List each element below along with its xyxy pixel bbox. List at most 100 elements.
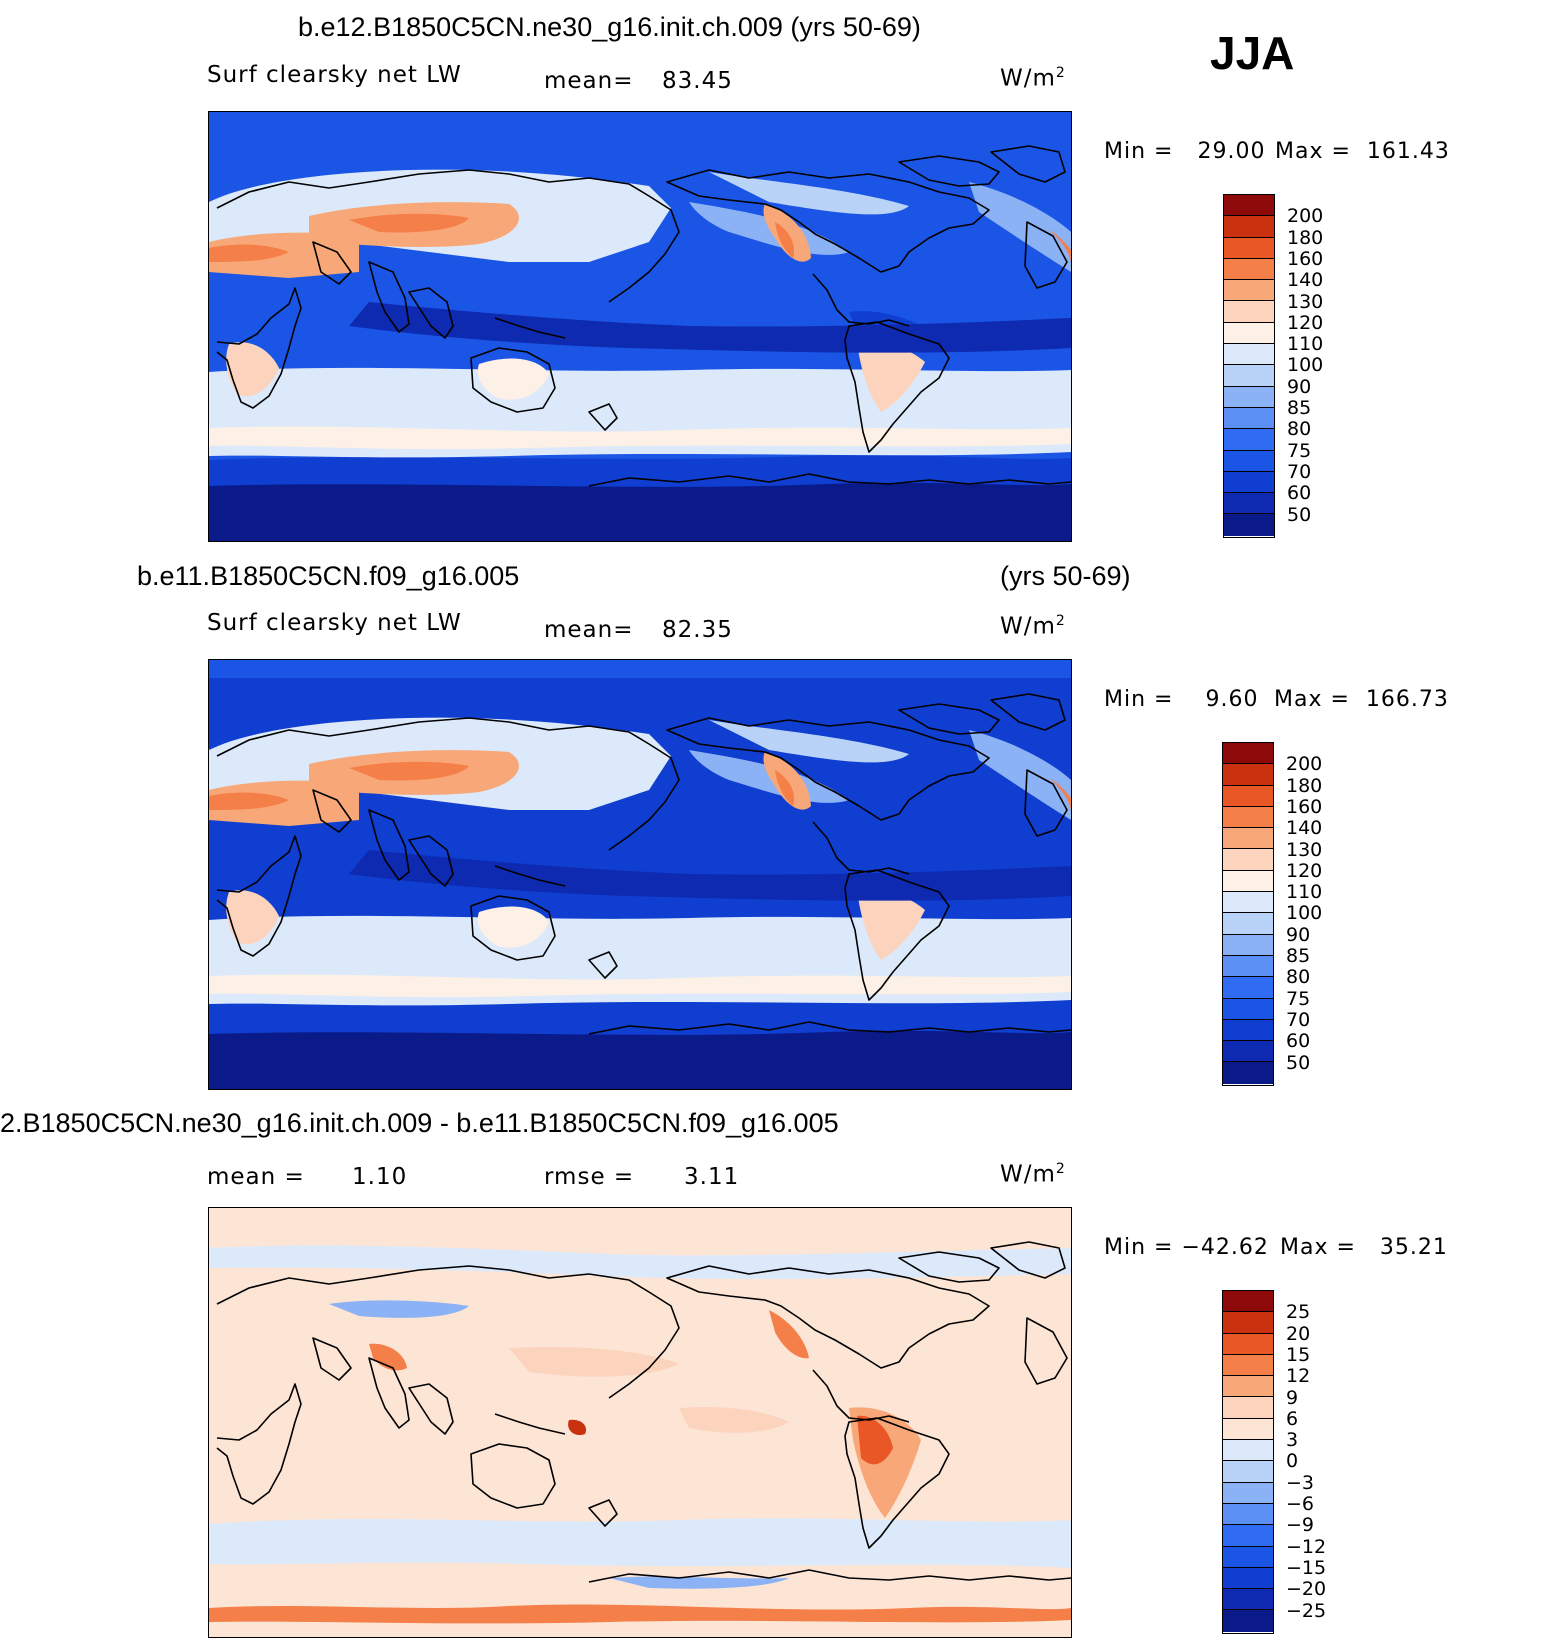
colorbar-tick-label: 6 [1286,1407,1299,1430]
andes-hot [857,1415,893,1465]
colorbar-swatch [1224,471,1274,494]
coastline [216,169,680,303]
iberia-hot [1049,230,1071,262]
panel2-min: Min = 9.60 [1104,687,1259,712]
colorbar-tick-label: 20 [1286,1322,1311,1345]
colorbar-tick-label: 70 [1287,460,1312,483]
coastline [494,865,566,887]
colorbar-swatch [1223,1312,1273,1334]
colorbar-swatch [1224,216,1274,238]
north-atlantic-pale [969,730,1071,820]
panel2-title-years: (yrs 50-69) [1000,561,1131,591]
coastline [898,1251,1000,1283]
pacific-warm-patch [509,1346,679,1377]
panel3-map [208,1207,1072,1638]
colorbar-swatch [1223,1418,1273,1441]
coastline [470,347,556,413]
panel3-units: W/m2 [1000,1161,1066,1188]
panel1-title: b.e12.B1850C5CN.ne30_g16.init.ch.009 (yr… [298,12,921,42]
colorbar-tick-label: 80 [1286,966,1311,989]
north-pacific-pale [709,172,909,215]
colorbar-tick-label: 90 [1286,923,1311,946]
tropical-deep [349,302,1071,353]
colorbar-swatch [1224,386,1274,408]
coastline [216,1265,680,1399]
colorbar-swatch [1223,1589,1273,1611]
colorbar-tick-label: 200 [1287,205,1324,228]
colorbar-swatch [1224,322,1274,345]
australia-warm [477,358,549,400]
colorbar-tick-label: 50 [1287,503,1312,526]
north-america-hot [769,1310,809,1359]
coastline [1024,221,1068,289]
coastline [1024,769,1068,837]
colorbar-tick-label: −6 [1286,1493,1315,1515]
coastline [588,1021,1071,1035]
colorbar-tick-label: −12 [1286,1535,1327,1558]
colorbar-tick-label: 75 [1287,439,1312,462]
arctic-band [209,112,1071,130]
coastline [812,273,910,327]
colorbar-tick-label: 80 [1287,418,1312,441]
coastline [470,1443,556,1509]
colorbar-swatch [1223,870,1273,893]
coastline [470,895,556,961]
coastline [312,241,352,285]
coastline [312,1337,352,1381]
coastline [990,693,1066,731]
panel1-max: Max = 161.43 [1275,139,1450,164]
season-label: JJA [1210,27,1295,79]
antarctic-warm-streak [209,1604,1071,1624]
coastline [368,1357,410,1429]
sahara-hot [209,244,289,262]
central-asia-hot [349,761,469,781]
colorbar-swatch [1223,977,1273,999]
north-america-hot [775,770,795,806]
colorbar-swatch [1224,280,1274,302]
coastline [588,403,618,431]
colorbar-tick-label: 85 [1287,397,1312,419]
colorbar-swatch [1224,514,1274,536]
colorbar-tick-label: −15 [1286,1556,1327,1579]
panel3-min: Min = −42.62 [1104,1235,1269,1260]
coastline [368,809,410,881]
panel1-min: Min = 29.00 [1104,139,1266,164]
panel2-max: Max = 166.73 [1274,687,1449,712]
colorbar-tick-label: −20 [1286,1578,1327,1601]
colorbar-tick-label: 160 [1286,795,1323,818]
colorbar-tick-label: 3 [1286,1429,1299,1452]
coastline [666,1265,990,1369]
colorbar-swatch [1223,828,1273,850]
coastline [990,145,1066,183]
colorbar-swatch [1223,1567,1273,1590]
southern-peach-band [209,426,1071,450]
colorbar-swatch [1223,849,1273,871]
colorbar-swatch [1224,365,1274,387]
coastline [368,261,410,333]
colorbar-swatch [1223,1525,1273,1547]
colorbar-tick-label: 12 [1286,1365,1311,1388]
coastline [216,287,302,409]
sahara-warm [209,780,359,826]
sahara-hot [209,792,289,810]
colorbar-swatch [1223,785,1273,807]
coastline [844,1417,950,1549]
southern-peach-band [209,974,1071,998]
colorbar-swatch [1223,998,1273,1020]
colorbar-tick-label: 50 [1286,1051,1311,1074]
colorbar-swatch [1223,892,1273,914]
panel3-title: 2.B1850C5CN.ne30_g16.init.ch.009 - b.e11… [0,1108,839,1138]
colorbar-swatch [1224,407,1274,430]
panel1-mean-value: 83.45 [662,68,733,94]
coastline [666,717,990,821]
colorbar-swatch [1224,258,1274,281]
panel3-mean-label: mean = [207,1164,305,1190]
colorbar-tick-label: 60 [1286,1030,1311,1053]
colorbar-tick-label: 70 [1286,1008,1311,1031]
colorbar-tick-label: 180 [1287,226,1324,249]
colorbar-swatch [1223,1546,1273,1568]
colorbar-swatch [1223,764,1273,786]
colorbar-swatch [1224,493,1274,515]
coastline [588,473,1071,487]
panel2-variable: Surf clearsky net LW [207,610,462,636]
